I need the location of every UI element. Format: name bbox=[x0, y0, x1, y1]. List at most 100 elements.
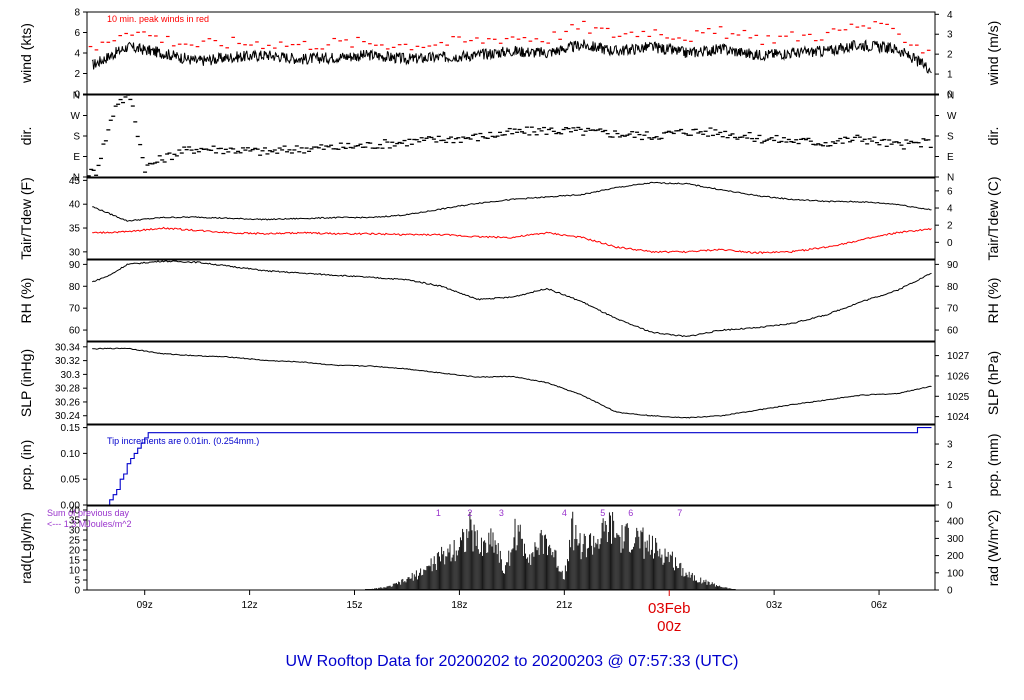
right-tick-label: 90 bbox=[947, 260, 959, 271]
panel-frame-rh bbox=[86, 259, 936, 342]
series-wind-peak bbox=[88, 20, 931, 54]
left-tick-label: 30 bbox=[69, 526, 81, 537]
x-tick-label: 18z bbox=[451, 600, 467, 611]
right-tick-label: 400 bbox=[947, 517, 964, 528]
right-tick-label: 2 bbox=[947, 50, 953, 61]
left-tick-label: N bbox=[73, 173, 80, 184]
left-axis-label-wind: wind (kts) bbox=[18, 23, 34, 84]
right-tick-label: 4 bbox=[947, 204, 953, 215]
left-axis-label-pcp: pcp. (in) bbox=[18, 440, 34, 491]
right-tick-label: 80 bbox=[947, 282, 959, 293]
panel-frame-pcp bbox=[86, 424, 936, 506]
right-tick-label: 0 bbox=[947, 90, 953, 101]
chart-title: UW Rooftop Data for 20200202 to 20200203… bbox=[286, 653, 739, 670]
left-tick-label: 60 bbox=[69, 326, 81, 337]
wind-annotation: 10 min. peak winds in red bbox=[107, 14, 209, 24]
right-tick-label: 1 bbox=[947, 70, 953, 81]
rad-annotation: Sum of previous day bbox=[47, 508, 130, 518]
left-tick-label: 6 bbox=[74, 28, 80, 39]
left-tick-label: 10 bbox=[69, 566, 81, 577]
x-tick-label: 09z bbox=[137, 600, 153, 611]
rad-marker-label: 3 bbox=[499, 508, 504, 518]
panel-frame-temp bbox=[86, 177, 936, 260]
panel-rh: 60 70 80 90 60 70 80 90 RH (%) RH (%) bbox=[18, 259, 1001, 342]
x-tick-label: 21z bbox=[556, 600, 572, 611]
series-rad-solar-radiation bbox=[365, 511, 736, 590]
right-tick-label: 2 bbox=[947, 221, 953, 232]
x-tick-label: 15z bbox=[346, 600, 362, 611]
right-tick-label: N bbox=[947, 91, 954, 102]
rad-marker-label: 1 bbox=[436, 508, 441, 518]
right-axis-label-dir: dir. bbox=[985, 127, 1001, 146]
right-tick-label: 0 bbox=[947, 586, 953, 597]
left-tick-label: 45 bbox=[69, 176, 81, 187]
right-axis-label-rad: rad (W/m^2) bbox=[985, 510, 1001, 587]
panel-rad: 05101520253035400100200300400rad(Lgly/hr… bbox=[18, 505, 1001, 597]
left-tick-label: 8 bbox=[74, 8, 80, 19]
panel-pcp: 0.00 0.05 0.10 0.15 0 1 2 3 pcp. (in) pcp. (mm) Ti… bbox=[18, 423, 1001, 511]
rad-marker-label: 4 bbox=[562, 508, 567, 518]
right-tick-label: 1024 bbox=[947, 412, 970, 423]
rad-marker-label: 2 bbox=[467, 508, 472, 518]
left-tick-label: 40 bbox=[69, 200, 81, 211]
series-temp-tdew bbox=[92, 226, 932, 255]
x-tick-label: 06z bbox=[871, 600, 887, 611]
x-tick-label: 03z bbox=[766, 600, 782, 611]
left-axis-label-rad: rad(Lgly/hr) bbox=[18, 512, 34, 584]
right-axis-label-pcp: pcp. (mm) bbox=[985, 434, 1001, 497]
right-tick-label: 2 bbox=[947, 460, 953, 471]
left-tick-label: 30 bbox=[69, 247, 81, 258]
right-tick-label: 1025 bbox=[947, 392, 970, 403]
series-wind-wind-speed bbox=[91, 39, 932, 74]
right-tick-label: S bbox=[947, 132, 954, 143]
left-axis-label-rh: RH (%) bbox=[18, 278, 34, 324]
left-tick-label: 35 bbox=[69, 516, 81, 527]
left-tick-label: 2 bbox=[74, 69, 80, 80]
right-tick-label: 3 bbox=[947, 440, 953, 451]
right-tick-label: 0 bbox=[947, 238, 953, 249]
right-tick-label: 4 bbox=[947, 10, 953, 21]
series-slp-slp bbox=[92, 347, 932, 419]
left-tick-label: W bbox=[71, 111, 81, 122]
right-tick-label: 1026 bbox=[947, 371, 970, 382]
left-axis-label-dir: dir. bbox=[18, 127, 34, 146]
rad-marker-label: 6 bbox=[628, 508, 633, 518]
right-tick-label: E bbox=[947, 152, 954, 163]
series-temp-tair bbox=[92, 181, 932, 222]
left-tick-label: N bbox=[73, 91, 80, 102]
right-tick-label: 60 bbox=[947, 326, 959, 337]
left-tick-label: 0.05 bbox=[61, 475, 81, 486]
panel-slp: 30.24 30.26 30.28 30.3 30.32 30.34 1024 1025 102… bbox=[18, 341, 1001, 425]
x-tick-label: 12z bbox=[242, 600, 258, 611]
left-tick-label: 4 bbox=[74, 49, 80, 60]
rad-marker-label: 5 bbox=[600, 508, 605, 518]
left-tick-label: 25 bbox=[69, 536, 81, 547]
right-tick-label: W bbox=[947, 111, 957, 122]
right-tick-label: 6 bbox=[947, 186, 953, 197]
left-tick-label: 0.00 bbox=[61, 501, 81, 512]
right-axis-label-slp: SLP (hPa) bbox=[985, 351, 1001, 415]
series-rh-rh bbox=[92, 260, 932, 338]
panel-frame-slp bbox=[86, 341, 936, 425]
rad-marker-label: 7 bbox=[677, 508, 682, 518]
left-tick-label: 70 bbox=[69, 304, 81, 315]
left-tick-label: 0 bbox=[74, 586, 80, 597]
panel-frame-rad bbox=[86, 505, 936, 591]
left-tick-label: 20 bbox=[69, 546, 81, 557]
panel-frame-dir bbox=[86, 94, 936, 178]
left-tick-label: 30.26 bbox=[55, 397, 80, 408]
right-tick-label: 0 bbox=[947, 501, 953, 512]
right-tick-label: 100 bbox=[947, 568, 964, 579]
left-tick-label: 90 bbox=[69, 260, 81, 271]
day-tick-label: 03Feb bbox=[648, 600, 691, 617]
right-tick-label: 200 bbox=[947, 551, 964, 562]
left-tick-label: 30.32 bbox=[55, 356, 80, 367]
left-tick-label: 30.24 bbox=[55, 411, 80, 422]
right-axis-label-temp: Tair/Tdew (C) bbox=[985, 176, 1001, 260]
left-axis-label-temp: Tair/Tdew (F) bbox=[18, 177, 34, 259]
left-tick-label: 35 bbox=[69, 224, 81, 235]
left-axis-label-slp: SLP (inHg) bbox=[18, 349, 34, 417]
